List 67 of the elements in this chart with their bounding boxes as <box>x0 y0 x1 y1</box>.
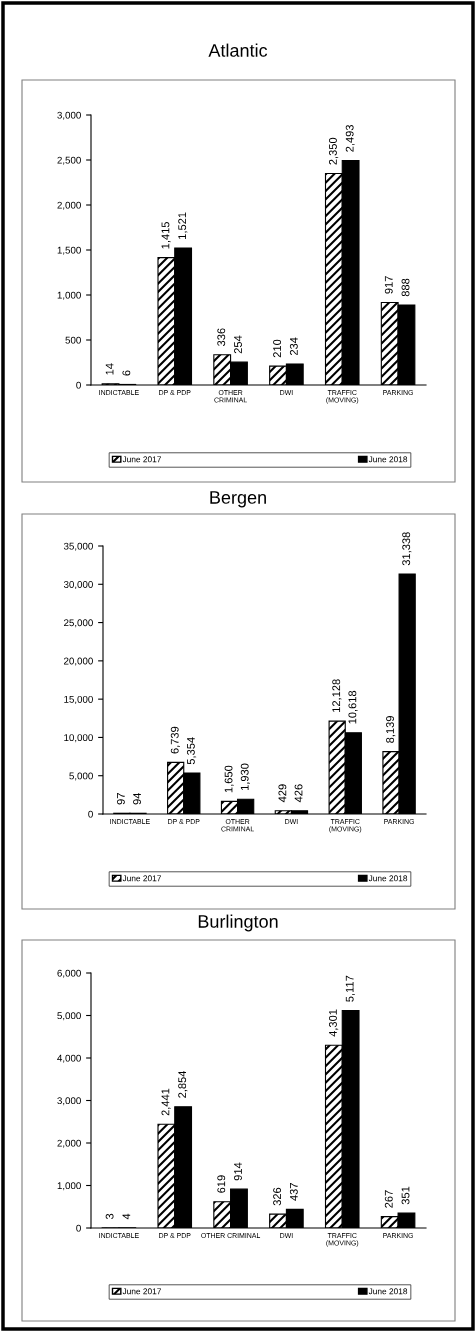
y-tick-label: 5,000 <box>57 1012 81 1021</box>
y-tick-label: 15,000 <box>64 695 93 704</box>
legend-label: June 2018 <box>368 875 408 882</box>
y-tick-label: 1,000 <box>57 291 81 300</box>
y-tick-label: 3,000 <box>57 1097 81 1106</box>
data-label: 914 <box>234 1162 242 1181</box>
legend-label: June 2017 <box>122 875 162 882</box>
data-label: 1,415 <box>161 221 171 249</box>
data-label: 234 <box>289 337 298 356</box>
data-label: 6 <box>122 370 131 376</box>
y-tick-label: 35,000 <box>63 542 93 551</box>
data-label: 888 <box>401 278 410 297</box>
data-label: 1,930 <box>240 763 250 791</box>
data-label: 429 <box>278 784 287 803</box>
data-label: 2,441 <box>161 1088 171 1116</box>
data-label: 210 <box>273 339 282 358</box>
data-label: 917 <box>384 276 393 294</box>
legend-label: June 2018 <box>368 456 408 463</box>
y-tick-label: 2,000 <box>57 201 81 210</box>
data-label: 1,650 <box>224 765 234 793</box>
data-label: 437 <box>289 1183 298 1201</box>
chart-title: Bergen <box>210 491 266 508</box>
y-tick-label: 4,000 <box>57 1054 81 1063</box>
y-tick-label: 0 <box>88 810 93 818</box>
y-tick-label: 0 <box>76 1224 81 1232</box>
data-label: 426 <box>294 784 303 803</box>
y-tick-label: 1,000 <box>57 1182 81 1191</box>
data-label: 326 <box>273 1187 282 1206</box>
chart-title: Atlantic <box>208 43 268 57</box>
y-tick-label: 5,000 <box>69 772 93 781</box>
data-label: 254 <box>234 335 242 354</box>
data-label: 2,350 <box>328 137 339 165</box>
data-label: 336 <box>217 328 226 346</box>
data-label: 10,618 <box>348 690 358 724</box>
data-label: 5,117 <box>345 975 355 1002</box>
data-label: 4,301 <box>328 1009 339 1037</box>
chart-title: Burlington <box>198 914 278 932</box>
y-tick-label: 30,000 <box>63 581 93 590</box>
data-label: 5,354 <box>186 737 197 765</box>
y-tick-label: 1,500 <box>57 246 81 255</box>
data-label: 351 <box>401 1186 410 1205</box>
data-label: 2,493 <box>345 124 355 152</box>
data-label: 6,739 <box>170 726 180 754</box>
y-tick-label: 2,500 <box>57 156 81 165</box>
y-tick-label: 0 <box>76 381 81 389</box>
y-tick-label: 2,000 <box>57 1139 81 1148</box>
data-label: 97 <box>116 793 125 805</box>
data-label: 12,128 <box>332 679 342 712</box>
legend-label: June 2017 <box>122 1288 162 1295</box>
data-label: 1,521 <box>178 212 188 239</box>
data-label: 8,139 <box>386 716 396 743</box>
data-label: 3 <box>105 1213 114 1220</box>
data-label: 14 <box>105 363 114 375</box>
y-tick-label: 500 <box>65 336 81 344</box>
data-label: 31,338 <box>402 532 412 566</box>
y-tick-label: 3,000 <box>57 111 81 120</box>
legend-label: June 2017 <box>122 456 162 463</box>
y-tick-label: 6,000 <box>57 969 81 978</box>
y-tick-label: 25,000 <box>64 619 93 628</box>
legend-label: June 2018 <box>368 1288 408 1295</box>
y-tick-label: 20,000 <box>64 657 93 666</box>
data-label: 2,854 <box>178 1070 188 1098</box>
y-tick-label: 10,000 <box>64 734 93 743</box>
data-label: 4 <box>122 1213 131 1220</box>
data-label: 619 <box>217 1175 226 1193</box>
data-label: 94 <box>133 792 141 805</box>
data-label: 267 <box>384 1190 393 1208</box>
